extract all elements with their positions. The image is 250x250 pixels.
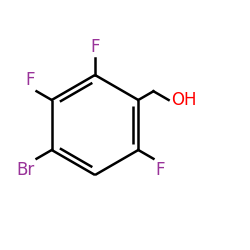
Text: F: F — [25, 71, 34, 89]
Text: F: F — [90, 38, 100, 56]
Text: OH: OH — [171, 91, 196, 109]
Text: Br: Br — [16, 161, 34, 179]
Text: F: F — [156, 161, 165, 179]
